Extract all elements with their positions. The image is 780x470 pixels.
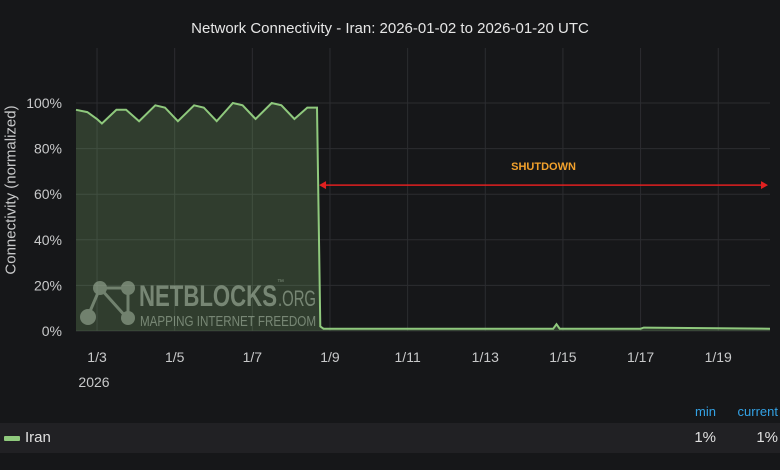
legend-name[interactable]: Iran — [25, 429, 51, 446]
x-tick-label: 1/7 — [243, 349, 263, 365]
watermark-tagline: MAPPING INTERNET FREEDOM — [140, 313, 316, 330]
x-tick-label: 1/19 — [705, 349, 732, 365]
y-tick-label: 80% — [34, 141, 62, 157]
y-tick-label: 60% — [34, 186, 62, 202]
y-tick-label: 40% — [34, 232, 62, 248]
shutdown-annotation: SHUTDOWN — [319, 161, 768, 190]
x-tick-label: 1/9 — [320, 349, 340, 365]
x-tick-label: 1/17 — [627, 349, 654, 365]
x-tick-label: 1/15 — [549, 349, 576, 365]
x-year-label: 2026 — [78, 374, 109, 390]
svg-text:™: ™ — [277, 279, 284, 286]
legend-header-current[interactable]: current — [737, 404, 778, 419]
netblocks-watermark-logo: NETBLOCKS ™ .ORG MAPPING INTERNET FREEDO… — [80, 279, 316, 330]
series-line-iran — [75, 101, 771, 330]
shutdown-label: SHUTDOWN — [511, 161, 576, 173]
svg-text:.ORG: .ORG — [278, 286, 316, 311]
legend-min-value: 1% — [694, 429, 716, 446]
legend-header-min[interactable]: min — [695, 404, 716, 419]
legend-row-iran[interactable]: Iran 1% 1% — [0, 423, 780, 453]
arrow-left-icon — [319, 181, 327, 190]
watermark-brand: NETBLOCKS — [139, 280, 277, 313]
x-tick-label: 1/3 — [87, 349, 107, 365]
x-tick-label: 1/11 — [395, 349, 421, 365]
chart-title: Network Connectivity - Iran: 2026-01-02 … — [191, 20, 589, 37]
legend-swatch-iran — [4, 436, 20, 441]
y-tick-label: 100% — [26, 95, 62, 111]
y-tick-label: 20% — [34, 277, 62, 293]
y-tick-label: 0% — [42, 323, 62, 339]
arrow-right-icon — [761, 181, 768, 190]
y-axis: 0% 20% 40% 60% 80% 100% — [26, 95, 62, 339]
y-axis-label: Connectivity (normalized) — [2, 105, 19, 274]
series-area-iran — [76, 103, 770, 331]
legend-current-value: 1% — [756, 429, 778, 446]
x-tick-label: 1/5 — [165, 349, 185, 365]
grid — [76, 48, 770, 332]
x-axis: 1/3 1/5 1/7 1/9 1/11 1/13 1/15 1/17 1/19 — [87, 349, 732, 365]
x-tick-label: 1/13 — [472, 349, 499, 365]
